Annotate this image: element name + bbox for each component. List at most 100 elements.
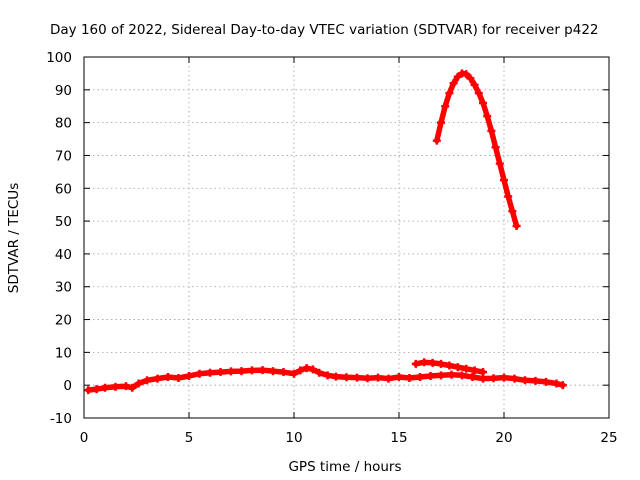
data-point xyxy=(495,159,504,168)
x-axis-label: GPS time / hours xyxy=(288,459,401,475)
data-point xyxy=(227,367,235,376)
data-point xyxy=(195,369,204,378)
y-tick-label: 40 xyxy=(55,247,72,263)
data-point xyxy=(308,365,317,374)
data-point xyxy=(363,374,372,383)
data-point xyxy=(510,374,519,383)
axis-ticks xyxy=(83,56,610,419)
data-point xyxy=(237,367,246,376)
data-point xyxy=(92,385,101,394)
data-point xyxy=(437,359,445,368)
y-tick-label: 30 xyxy=(55,280,72,296)
data-point xyxy=(134,379,143,388)
data-point xyxy=(531,376,540,385)
data-point xyxy=(491,143,500,152)
series-group xyxy=(432,69,521,231)
data-point xyxy=(411,359,420,368)
data-point xyxy=(508,207,517,216)
data-point xyxy=(504,192,513,201)
data-point xyxy=(432,136,441,145)
data-point xyxy=(101,383,109,392)
data-point xyxy=(302,364,311,373)
data-point xyxy=(405,373,414,382)
data-point xyxy=(512,222,521,231)
data-point xyxy=(521,376,529,385)
y-tick-label: 100 xyxy=(46,50,72,66)
data-point xyxy=(441,102,450,111)
y-tick-label: 70 xyxy=(55,148,72,164)
data-point xyxy=(466,74,475,83)
data-point xyxy=(353,373,361,382)
data-point xyxy=(374,373,382,382)
data-point xyxy=(500,176,508,185)
data-point xyxy=(470,366,479,375)
tick-labels: 0 5 10 15 20 25 -10 0 10 20 30 40 50 60 70 80 90 100 xyxy=(46,50,617,446)
data-point xyxy=(420,358,429,367)
data-point xyxy=(384,374,393,383)
y-tick-label: -10 xyxy=(50,411,72,427)
data-point xyxy=(468,372,477,381)
y-axis-label: SDTVAR / TECUs xyxy=(6,183,22,293)
data-point xyxy=(416,372,424,381)
data-point xyxy=(128,383,137,392)
data-point xyxy=(483,112,492,121)
data-point xyxy=(296,366,305,375)
y-tick-label: 10 xyxy=(55,345,72,361)
data-point xyxy=(290,369,298,378)
series-group xyxy=(411,358,487,377)
y-tick-label: 90 xyxy=(55,83,72,99)
data-point xyxy=(470,80,479,89)
plot-frame xyxy=(83,56,610,419)
data-point xyxy=(479,368,487,377)
data-point xyxy=(474,89,483,98)
data-point xyxy=(453,363,462,372)
data-point xyxy=(500,373,508,382)
y-tick-label: 80 xyxy=(55,116,72,132)
y-tick-label: 60 xyxy=(55,181,72,197)
data-point xyxy=(258,366,267,375)
data-point xyxy=(315,368,324,377)
data-point xyxy=(487,126,496,135)
data-point xyxy=(458,371,466,380)
data-point xyxy=(332,372,340,381)
series-group xyxy=(84,364,567,395)
data-point xyxy=(153,374,162,383)
data-point xyxy=(143,376,151,385)
data-point xyxy=(279,368,288,377)
y-tick-label: 20 xyxy=(55,313,72,329)
x-tick-label: 25 xyxy=(600,430,617,446)
data-point xyxy=(111,382,120,391)
data-series xyxy=(84,69,567,395)
x-tick-label: 15 xyxy=(390,430,407,446)
data-point xyxy=(552,379,561,388)
data-point xyxy=(437,371,445,380)
data-point xyxy=(206,368,214,377)
data-point xyxy=(164,372,172,381)
data-point xyxy=(445,361,454,370)
data-point xyxy=(426,371,435,380)
data-point xyxy=(342,373,351,382)
data-point xyxy=(395,372,403,381)
data-point xyxy=(479,98,487,107)
data-point xyxy=(449,79,458,88)
data-point xyxy=(216,368,225,377)
data-point xyxy=(489,374,498,383)
x-tick-label: 0 xyxy=(80,430,89,446)
y-tick-label: 0 xyxy=(63,378,72,394)
data-point xyxy=(447,370,456,379)
x-tick-label: 10 xyxy=(285,430,302,446)
data-point xyxy=(174,373,183,382)
data-point xyxy=(269,367,277,376)
data-point xyxy=(185,371,193,380)
data-point xyxy=(453,72,462,81)
data-point xyxy=(437,118,445,127)
data-point xyxy=(558,381,567,390)
grid-lines xyxy=(84,57,609,418)
chart-title: Day 160 of 2022, Sidereal Day-to-day VTE… xyxy=(50,22,599,38)
data-point xyxy=(122,382,130,391)
data-point xyxy=(323,371,332,380)
data-point xyxy=(462,70,471,79)
data-point xyxy=(84,386,93,395)
data-point xyxy=(462,364,471,373)
